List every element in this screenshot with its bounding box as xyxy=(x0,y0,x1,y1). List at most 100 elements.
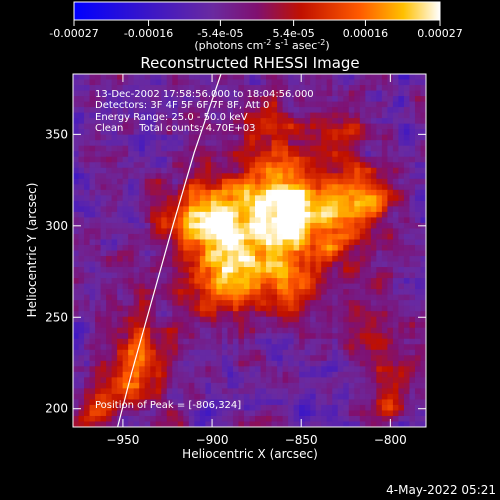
heatmap-cell xyxy=(188,410,195,417)
heatmap-cell xyxy=(227,217,234,224)
heatmap-cell xyxy=(150,267,157,274)
heatmap-cell xyxy=(266,145,273,152)
heatmap-cell xyxy=(117,283,124,290)
heatmap-cell xyxy=(414,305,422,312)
heatmap-cell xyxy=(392,349,400,356)
heatmap-cell xyxy=(332,79,339,86)
heatmap-cell xyxy=(299,256,306,263)
heatmap-cell xyxy=(293,156,300,163)
heatmap-cell xyxy=(392,311,400,318)
heatmap-cell xyxy=(221,250,229,257)
heatmap-cell xyxy=(409,344,416,351)
heatmap-cell xyxy=(78,294,85,301)
heatmap-cell xyxy=(282,399,289,406)
heatmap-cell xyxy=(392,283,400,290)
heatmap-cell xyxy=(205,129,212,136)
heatmap-cell xyxy=(227,399,234,406)
heatmap-cell xyxy=(111,388,118,395)
heatmap-cell xyxy=(414,377,422,384)
heatmap-cell xyxy=(183,250,190,257)
heatmap-cell xyxy=(106,228,113,235)
heatmap-cell xyxy=(133,228,140,235)
heatmap-cell xyxy=(266,112,273,119)
heatmap-cell xyxy=(117,278,124,285)
heatmap-cell xyxy=(210,167,218,174)
heatmap-cell xyxy=(365,112,372,119)
heatmap-cell xyxy=(216,79,223,86)
heatmap-cell xyxy=(205,85,212,92)
heatmap-cell xyxy=(172,382,179,389)
heatmap-cell xyxy=(238,217,245,224)
heatmap-cell xyxy=(304,366,311,373)
heatmap-cell xyxy=(409,382,416,389)
heatmap-cell xyxy=(188,388,195,395)
x-tick-label: −850 xyxy=(285,433,318,447)
heatmap-cell xyxy=(376,79,383,86)
heatmap-cell xyxy=(166,184,173,191)
heatmap-cell xyxy=(354,410,361,417)
heatmap-cell xyxy=(95,349,102,356)
heatmap-cell xyxy=(89,195,96,202)
heatmap-cell xyxy=(365,415,372,423)
heatmap-cell xyxy=(354,289,361,296)
heatmap-cell xyxy=(133,322,140,329)
heatmap-cell xyxy=(221,278,229,285)
heatmap-cell xyxy=(122,327,129,334)
heatmap-cell xyxy=(348,316,355,323)
heatmap-cell xyxy=(238,410,245,417)
heatmap-cell xyxy=(271,96,278,103)
heatmap-cell xyxy=(205,222,212,230)
heatmap-cell xyxy=(310,129,317,136)
heatmap-cell xyxy=(310,371,317,378)
heatmap-cell xyxy=(315,233,322,241)
heatmap-cell xyxy=(381,233,388,241)
heatmap-cell xyxy=(238,74,245,81)
heatmap-cell xyxy=(89,283,96,290)
heatmap-cell xyxy=(100,388,107,395)
heatmap-cell xyxy=(100,371,107,378)
heatmap-cell xyxy=(282,371,289,378)
heatmap-cell xyxy=(133,162,140,169)
heatmap-cell xyxy=(89,300,96,307)
heatmap-cell xyxy=(343,366,350,373)
heatmap-cell xyxy=(409,294,416,301)
heatmap-cell xyxy=(370,322,377,329)
heatmap-cell xyxy=(216,250,223,257)
heatmap-cell xyxy=(409,355,416,362)
heatmap-cell xyxy=(266,173,273,180)
heatmap-cell xyxy=(288,118,295,125)
heatmap-cell xyxy=(249,382,256,389)
heatmap-cell xyxy=(177,178,184,185)
heatmap-cell xyxy=(370,140,377,147)
heatmap-cell xyxy=(315,206,322,213)
heatmap-cell xyxy=(398,85,405,92)
heatmap-cell xyxy=(315,311,322,318)
heatmap-cell xyxy=(337,228,344,235)
heatmap-cell xyxy=(172,129,179,136)
heatmap-cell xyxy=(310,421,317,427)
heatmap-cell xyxy=(210,206,218,213)
heatmap-cell xyxy=(205,404,212,412)
heatmap-cell xyxy=(78,371,85,378)
heatmap-cell xyxy=(266,404,273,412)
heatmap-cell xyxy=(166,140,173,147)
heatmap-cell xyxy=(188,101,195,108)
heatmap-cell xyxy=(282,233,289,241)
heatmap-cell xyxy=(183,415,190,423)
heatmap-cell xyxy=(84,355,91,362)
heatmap-cell xyxy=(183,360,190,367)
heatmap-cell xyxy=(359,289,366,296)
heatmap-cell xyxy=(155,349,162,356)
heatmap-cell xyxy=(122,415,129,423)
heatmap-cell xyxy=(111,250,118,257)
heatmap-cell xyxy=(133,129,140,136)
heatmap-cell xyxy=(122,140,129,147)
heatmap-cell xyxy=(409,74,416,81)
heatmap-cell xyxy=(409,404,416,412)
heatmap-cell xyxy=(100,217,107,224)
heatmap-cell xyxy=(194,228,201,235)
heatmap-cell xyxy=(221,388,229,395)
heatmap-cell xyxy=(216,316,223,323)
heatmap-cell xyxy=(100,278,107,285)
heatmap-cell xyxy=(271,107,278,114)
